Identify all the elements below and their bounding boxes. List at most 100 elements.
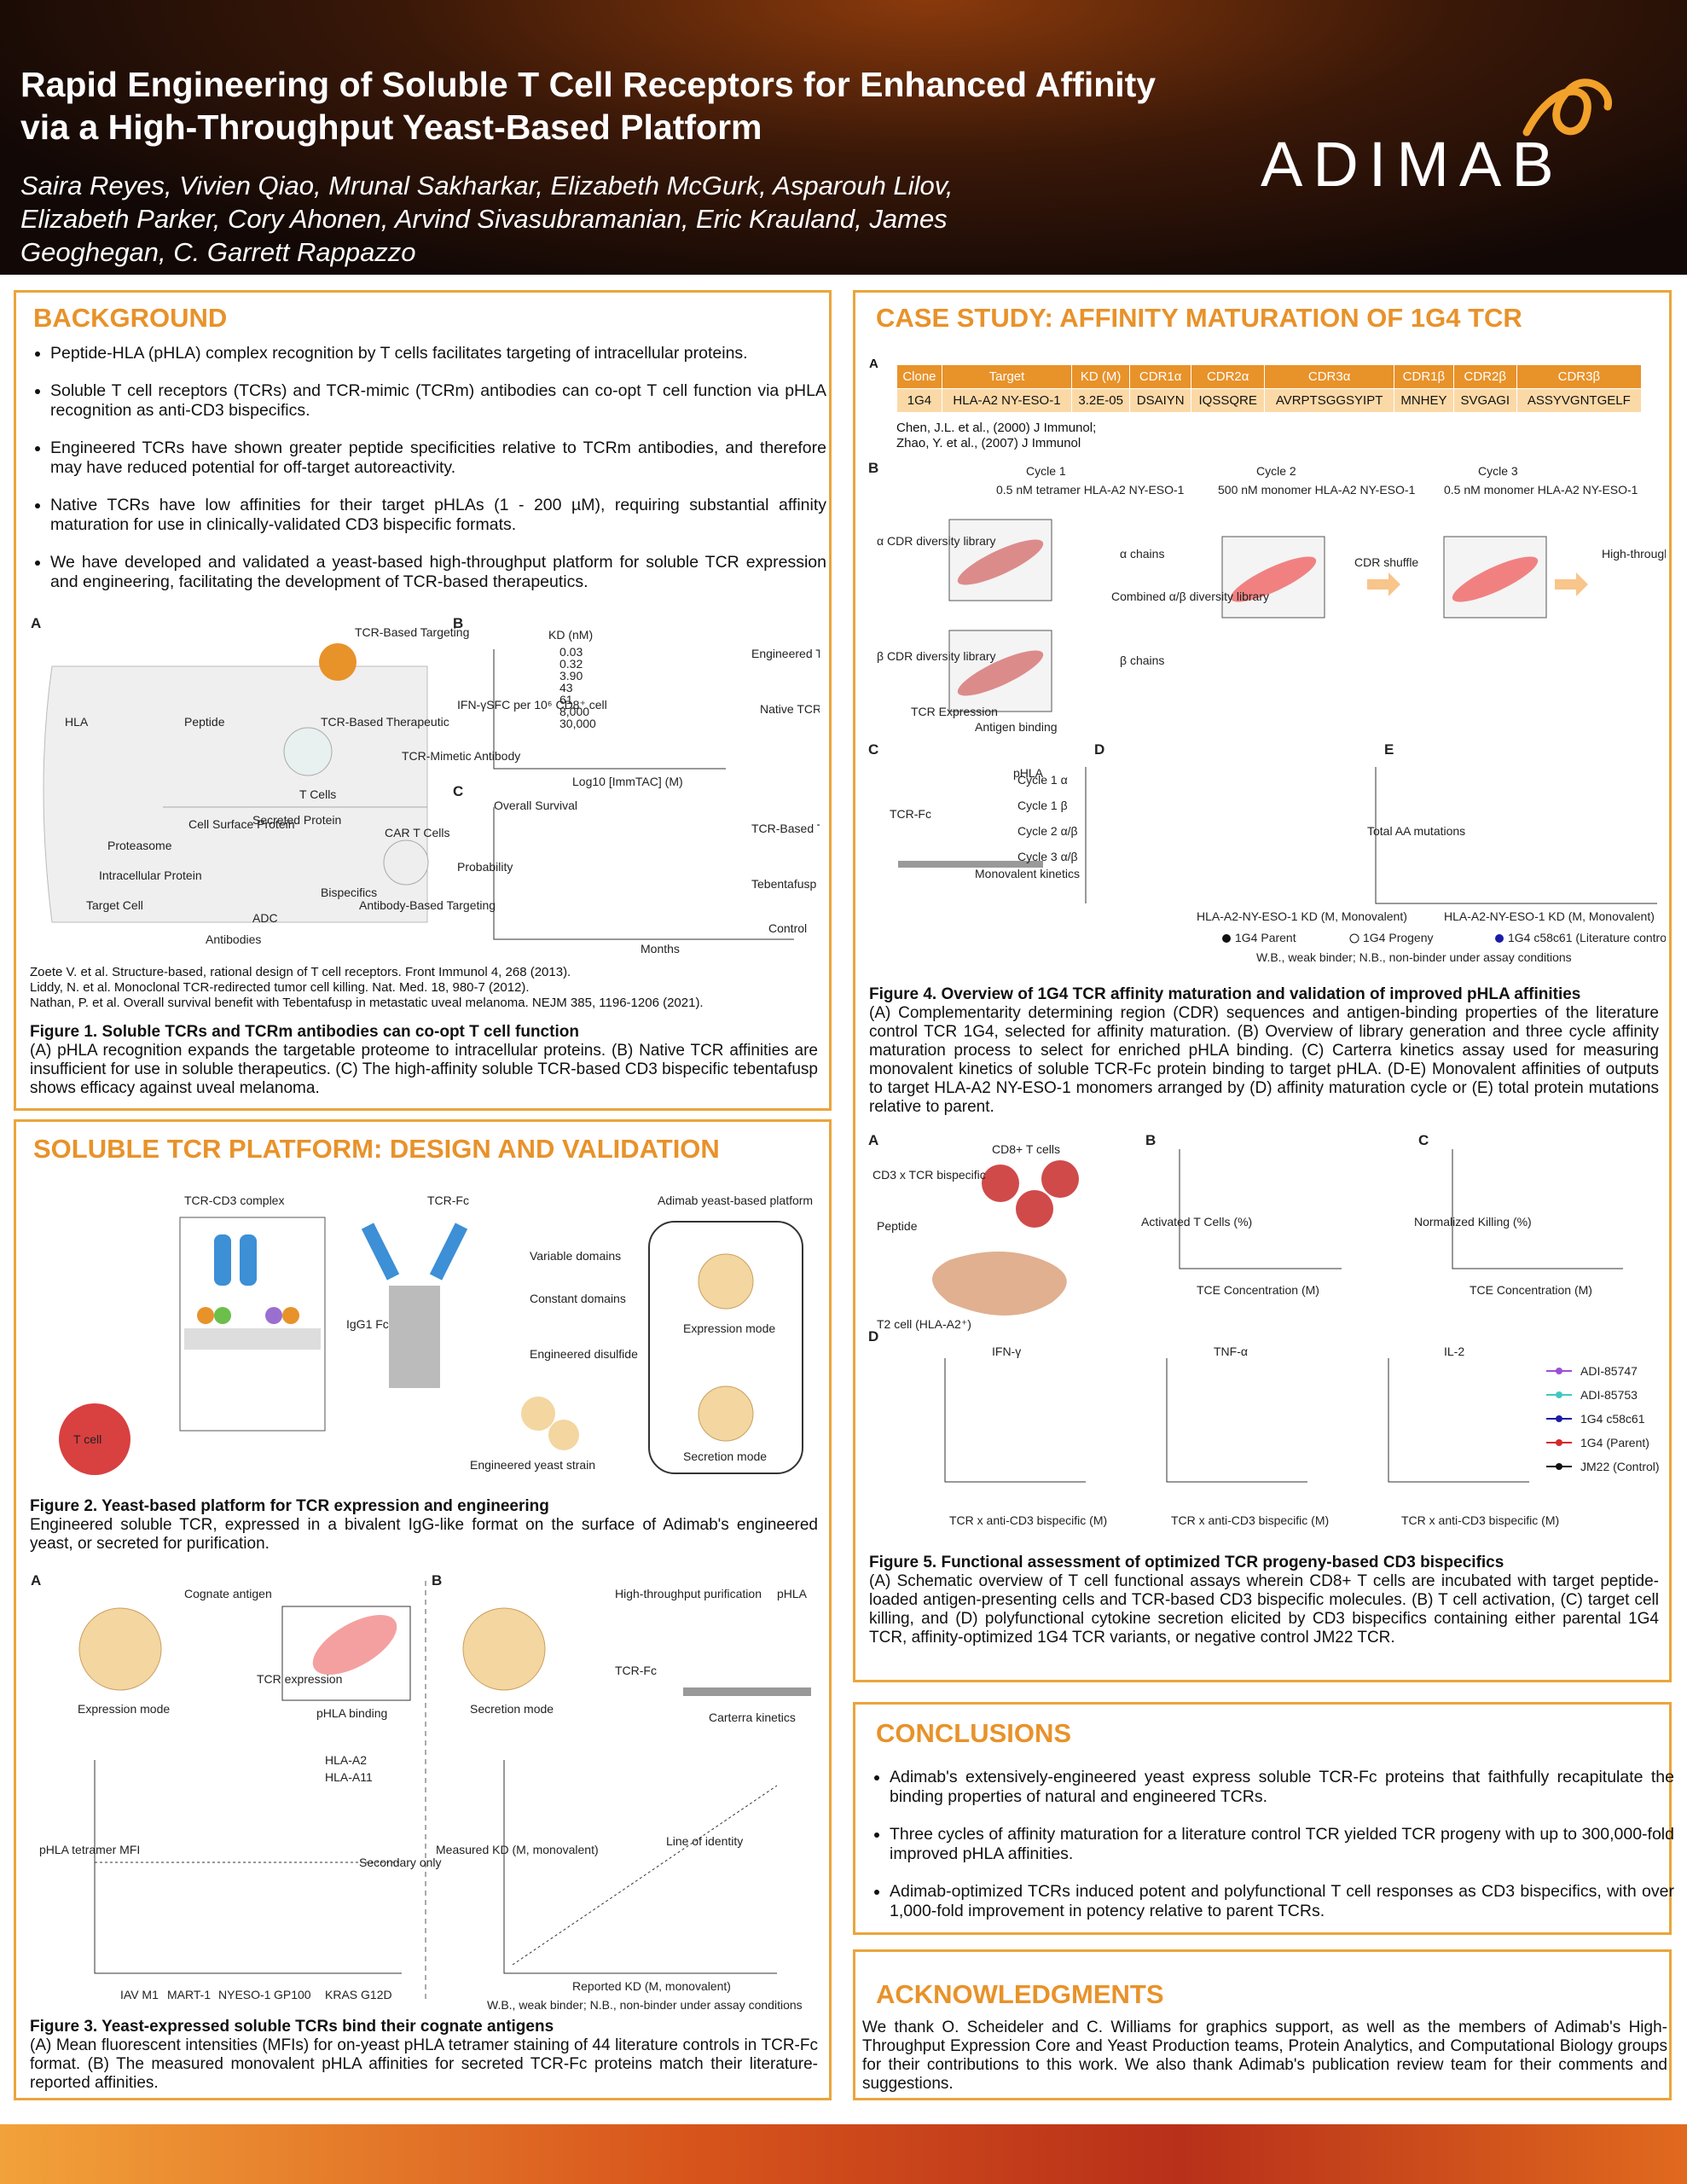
- figure-label: TCE Concentration (M): [1197, 1283, 1319, 1297]
- figure-label: GP100: [274, 1988, 311, 2001]
- figure-label: Overall Survival: [494, 799, 577, 812]
- authors-line: Saira Reyes, Vivien Qiao, Mrunal Sakhark…: [20, 171, 954, 200]
- figure-label: IFN-γ: [992, 1345, 1021, 1358]
- figure-label: Cycle 2: [1256, 464, 1296, 478]
- table-header-cell: KD (M): [1071, 364, 1131, 389]
- figure-label: T Cells: [299, 787, 336, 801]
- figure-3: A B Cognate antigen Expression mode TCR expr…: [31, 1572, 811, 2012]
- acknowledgments-panel: ACKNOWLEDGMENTS We thank O. Scheideler a…: [853, 1949, 1672, 2100]
- legend-label: ADI-85753: [1580, 1388, 1638, 1402]
- figure-label: pHLA: [1013, 766, 1044, 780]
- figure-label: Total AA mutations: [1367, 824, 1465, 838]
- figure-label: CD3 x TCR bispecific: [872, 1168, 986, 1182]
- figure-label: ADC: [252, 911, 278, 925]
- background-panel: BACKGROUND Peptide-HLA (pHLA) complex re…: [14, 290, 832, 1111]
- figure-label: β CDR diversity library: [877, 649, 996, 663]
- table-cell: ASSYVGNTGELF: [1516, 388, 1643, 413]
- figure-label: TCE Concentration (M): [1470, 1283, 1592, 1297]
- figure-label: KRAS G12D: [325, 1988, 392, 2001]
- table-header-cell: CDR2β: [1452, 364, 1517, 389]
- caption-title: Figure 4. Overview of 1G4 TCR affinity m…: [869, 985, 1581, 1003]
- figure-label: W.B., weak binder; N.B., non-binder unde…: [1256, 950, 1572, 964]
- figure-label: B: [868, 460, 878, 476]
- figure-label: 0.03: [559, 645, 583, 659]
- figure-label: α CDR diversity library: [877, 534, 996, 548]
- figure-label: TCR x anti-CD3 bispecific (M): [949, 1513, 1107, 1527]
- figure-4: B Cycle 1 Cycle 2 Cycle 3 0.5 nM tetramer HL…: [868, 460, 1666, 964]
- figure-label: NYESO-1: [218, 1988, 271, 2001]
- figure-label: Engineered TCR affinities: [751, 647, 820, 660]
- bullet-list: Peptide-HLA (pHLA) complex recognition b…: [30, 344, 826, 610]
- conclusions-panel: CONCLUSIONS Adimab's extensively-enginee…: [853, 1702, 1674, 1935]
- table-header-cell: CDR3β: [1516, 364, 1643, 389]
- bullet: Three cycles of affinity maturation for …: [890, 1825, 1674, 1864]
- figure-label: C: [868, 741, 878, 758]
- figure-label: Cognate antigen: [184, 1587, 272, 1600]
- table-header-cell: CDR2α: [1191, 364, 1266, 389]
- authors-line: Elizabeth Parker, Cory Ahonen, Arvind Si…: [20, 204, 948, 234]
- table-header-cell: CDR1β: [1393, 364, 1454, 389]
- figure-label: 500 nM monomer HLA-A2 NY-ESO-1: [1218, 483, 1416, 497]
- figure-label: HLA-A2-NY-ESO-1 KD (M, Monovalent): [1444, 909, 1655, 923]
- figure-label: Cycle 1 β: [1017, 799, 1068, 812]
- figure-label: CAR T Cells: [385, 826, 450, 839]
- figure-label: CDR shuffle: [1354, 555, 1418, 569]
- figure-label: C: [1418, 1132, 1429, 1148]
- figure-label: TCR-Based Therapeutic: [751, 822, 820, 835]
- bullet: Native TCRs have low affinities for thei…: [50, 496, 826, 535]
- figure-label: Native TCR affinities: [760, 702, 820, 716]
- figure-label: MART-1: [167, 1988, 211, 2001]
- legend-label: 1G4 (Parent): [1580, 1436, 1649, 1449]
- figure-5: ADI-85747 ADI-85753 1G4 c58c61 1G4 (Parent)…: [868, 1132, 1660, 1527]
- figure-label: TCR-Based Targeting: [355, 625, 469, 639]
- figure-label: Secretion mode: [470, 1702, 554, 1716]
- figure-label: Antibodies: [206, 932, 261, 946]
- figure-label: 43: [559, 681, 573, 694]
- platform-panel: SOLUBLE TCR PLATFORM: DESIGN AND VALIDAT…: [14, 1119, 832, 2100]
- caption: Figure 5. Functional assessment of optim…: [869, 1554, 1659, 1647]
- figure-label: 3.90: [559, 669, 583, 682]
- section-heading: BACKGROUND: [33, 303, 228, 333]
- figure-label: W.B., weak binder; N.B., non-binder unde…: [487, 1998, 803, 2012]
- figure-label: Probability: [457, 860, 513, 874]
- caption-title: Figure 2. Yeast-based platform for TCR e…: [30, 1497, 549, 1515]
- figure-label: A: [31, 615, 41, 631]
- figure-label: pHLA: [777, 1587, 808, 1600]
- figure-label: Cell Surface Protein: [188, 817, 295, 831]
- legend-marker: [1556, 1368, 1562, 1374]
- header: Rapid Engineering of Soluble T Cell Rece…: [0, 0, 1687, 275]
- bullet: We have developed and validated a yeast-…: [50, 553, 826, 592]
- figure-label: TCR x anti-CD3 bispecific (M): [1171, 1513, 1329, 1527]
- reference: Nathan, P. et al. Overall survival benef…: [30, 996, 704, 1010]
- figure-label: 0.5 nM tetramer HLA-A2 NY-ESO-1: [996, 483, 1185, 497]
- section-heading: CONCLUSIONS: [876, 1718, 1072, 1748]
- figure-label: TNF-α: [1214, 1345, 1248, 1358]
- reference: Zhao, Y. et al., (2007) J Immunol: [896, 436, 1081, 450]
- caption: Figure 2. Yeast-based platform for TCR e…: [30, 1497, 818, 1554]
- figure-label: Constant domains: [530, 1292, 626, 1305]
- figure-label: Carterra kinetics: [709, 1711, 796, 1724]
- table-cell: DSAIYN: [1129, 388, 1192, 413]
- table-header-cell: CDR3α: [1264, 364, 1394, 389]
- legend-marker: [1556, 1463, 1562, 1470]
- table-header-cell: CDR1α: [1129, 364, 1192, 389]
- table-references: Chen, J.L. et al., (2000) J Immunol; Zhao…: [896, 421, 1096, 451]
- table-cell: IQSSQRE: [1191, 388, 1266, 413]
- caption: Figure 4. Overview of 1G4 TCR affinity m…: [869, 985, 1659, 1117]
- figure-label: 0.5 nM monomer HLA-A2 NY-ESO-1: [1444, 483, 1638, 497]
- legend-marker: [1556, 1415, 1562, 1422]
- figure-label: 8,000: [559, 705, 589, 718]
- figure-label: C: [453, 783, 463, 799]
- caption-title: Figure 1. Soluble TCRs and TCRm antibodi…: [30, 1023, 579, 1041]
- caption-text: (A) pHLA recognition expands the targeta…: [30, 1042, 818, 1097]
- section-heading: CASE STUDY: AFFINITY MATURATION OF 1G4 T…: [876, 303, 1522, 333]
- figure-label: Antigen binding: [975, 720, 1058, 734]
- table-cell: 3.2E-05: [1071, 388, 1131, 413]
- figure-label: Variable domains: [530, 1249, 621, 1263]
- caption: Figure 3. Yeast-expressed soluble TCRs b…: [30, 2018, 818, 2093]
- figure-label: TCR-Fc: [615, 1664, 657, 1677]
- figure-label: Cycle 3: [1478, 464, 1518, 478]
- figure-label: Peptide: [877, 1219, 918, 1233]
- logo-swirl: [1522, 78, 1612, 136]
